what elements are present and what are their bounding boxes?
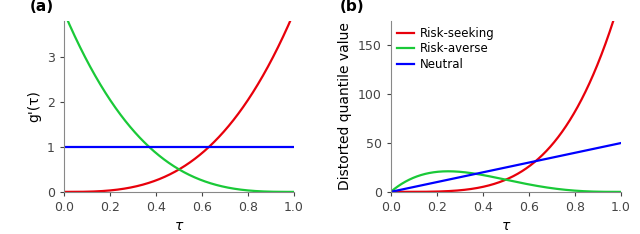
Risk-averse: [480, 174, 488, 177]
Risk-seeking: [566, 118, 574, 121]
Risk-seeking: [480, 185, 488, 188]
Neutral: [410, 186, 418, 188]
Y-axis label: g'(τ): g'(τ): [28, 91, 42, 122]
Risk-averse: [410, 176, 418, 179]
Risk-averse: [545, 186, 553, 189]
Risk-averse: [488, 176, 496, 178]
Text: (b): (b): [340, 0, 365, 14]
Risk-averse: [566, 189, 574, 192]
Risk-seeking: [570, 112, 578, 114]
Risk-seeking: [545, 147, 552, 150]
Risk-averse: [571, 189, 579, 192]
Y-axis label: Distorted quantile value: Distorted quantile value: [339, 22, 352, 190]
Risk-averse: [445, 170, 452, 173]
Risk-averse: [387, 190, 395, 193]
Neutral: [617, 142, 625, 145]
X-axis label: τ: τ: [175, 219, 183, 234]
Neutral: [570, 152, 578, 154]
Neutral: [545, 157, 552, 160]
Risk-averse: [617, 190, 625, 193]
Neutral: [480, 171, 488, 174]
Line: Neutral: Neutral: [391, 143, 621, 192]
Neutral: [488, 169, 496, 172]
X-axis label: τ: τ: [502, 219, 510, 234]
Risk-seeking: [488, 183, 496, 186]
Line: Risk-seeking: Risk-seeking: [391, 0, 621, 192]
Line: Risk-averse: Risk-averse: [391, 171, 621, 192]
Text: (a): (a): [29, 0, 54, 14]
Legend: Risk-seeking, Risk-averse, Neutral: Risk-seeking, Risk-averse, Neutral: [397, 27, 495, 71]
Neutral: [387, 190, 395, 193]
Risk-seeking: [387, 190, 395, 193]
Neutral: [566, 152, 574, 155]
Risk-seeking: [410, 190, 418, 193]
